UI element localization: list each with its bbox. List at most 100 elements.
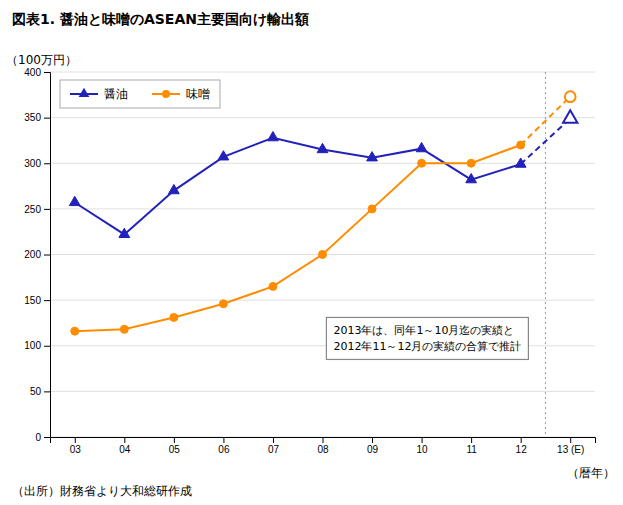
y-tick-label: 250 bbox=[24, 204, 41, 215]
x-tick: 11 bbox=[466, 437, 477, 455]
point bbox=[71, 327, 79, 335]
point bbox=[467, 159, 475, 167]
y-tick: 50 bbox=[30, 386, 50, 397]
x-tick-label: 10 bbox=[417, 444, 429, 455]
x-tick: 10 bbox=[417, 437, 429, 455]
x-tick: 13 (E) bbox=[557, 437, 584, 455]
x-tick-mark bbox=[223, 437, 224, 443]
y-tick-mark bbox=[44, 255, 50, 256]
y-tick-label: 0 bbox=[35, 432, 41, 443]
y-tick-mark bbox=[44, 209, 50, 210]
y-tick: 150 bbox=[24, 295, 50, 306]
x-axis-title: （暦年） bbox=[567, 466, 615, 480]
x-tick-mark bbox=[471, 437, 472, 443]
y-tick-mark bbox=[44, 346, 50, 347]
grid bbox=[50, 72, 595, 437]
y-tick-label: 50 bbox=[30, 386, 42, 397]
y-tick: 0 bbox=[35, 432, 50, 443]
grid-line bbox=[50, 300, 595, 301]
x-tick-mark bbox=[570, 437, 571, 443]
point bbox=[319, 251, 327, 259]
y-axis-line bbox=[44, 73, 51, 438]
x-tick-label: 09 bbox=[367, 444, 379, 455]
legend-swatch-marker bbox=[162, 90, 170, 98]
grid-line bbox=[50, 117, 595, 118]
plot: 0 50 100 150 200 250 300 350 400 03 04 05 06 07 08 09 10… bbox=[24, 67, 595, 455]
y-tick-mark bbox=[44, 163, 50, 164]
point-estimate bbox=[563, 110, 577, 122]
point bbox=[219, 300, 227, 308]
point bbox=[466, 173, 477, 182]
point bbox=[170, 313, 178, 321]
y-tick-mark bbox=[44, 437, 50, 438]
x-tick-label: 07 bbox=[268, 444, 280, 455]
y-tick-label: 150 bbox=[24, 295, 41, 306]
point bbox=[416, 142, 427, 151]
point-estimate bbox=[565, 91, 576, 102]
y-tick: 250 bbox=[24, 204, 50, 215]
x-tick: 04 bbox=[119, 437, 131, 455]
point bbox=[168, 184, 179, 193]
x-tick-label: 03 bbox=[70, 444, 82, 455]
point bbox=[515, 158, 526, 167]
y-tick: 400 bbox=[24, 67, 50, 78]
x-tick-mark bbox=[273, 437, 274, 443]
grid-line bbox=[50, 391, 595, 392]
y-tick-mark bbox=[44, 300, 50, 301]
source: （出所）財務省より大和総研作成 bbox=[12, 484, 192, 498]
annotation: 2013年は、同年1～10月迄の実績と2012年11～12月の実績の合算で推計 bbox=[326, 317, 528, 359]
y-axis-title: （100万円） bbox=[6, 53, 77, 67]
x-tick-mark bbox=[323, 437, 324, 443]
point bbox=[367, 152, 378, 161]
x-tick-label: 06 bbox=[218, 444, 230, 455]
legend-label: 醤油 bbox=[104, 87, 128, 101]
x-tick-mark bbox=[124, 437, 125, 443]
y-axis: 0 50 100 150 200 250 300 350 400 bbox=[24, 67, 50, 443]
chart: 図表1. 醤油と味噌のASEAN主要国向け輸出額0501001502002503… bbox=[0, 0, 623, 505]
series-line bbox=[75, 145, 521, 331]
y-tick-label: 300 bbox=[24, 158, 41, 169]
x-tick-label: 11 bbox=[466, 444, 477, 455]
x-tick: 09 bbox=[367, 437, 379, 455]
point bbox=[269, 282, 277, 290]
y-tick: 200 bbox=[24, 249, 50, 260]
estimate-divider bbox=[545, 72, 546, 437]
legend-entry: 味噌 bbox=[152, 87, 210, 101]
x-tick-label: 04 bbox=[119, 444, 131, 455]
y-tick: 300 bbox=[24, 158, 50, 169]
y-tick-mark bbox=[44, 391, 50, 392]
point bbox=[418, 159, 426, 167]
point bbox=[368, 205, 376, 213]
x-axis: 03 04 05 06 07 08 09 10 11 12 13 (E) bbox=[51, 437, 596, 455]
x-tick-label: 05 bbox=[169, 444, 181, 455]
annotation-text: 2013年は、同年1～10月迄の実績と bbox=[333, 324, 514, 337]
grid-line bbox=[50, 163, 595, 164]
point bbox=[119, 228, 130, 237]
grid-line bbox=[50, 208, 595, 209]
legend-box bbox=[60, 80, 220, 108]
point bbox=[120, 325, 128, 333]
title: 図表1. 醤油と味噌のASEAN主要国向け輸出額 bbox=[12, 11, 309, 27]
y-tick: 100 bbox=[24, 340, 50, 351]
grid-line bbox=[50, 72, 595, 73]
legend-swatch-marker bbox=[79, 88, 90, 97]
point bbox=[517, 141, 525, 149]
point bbox=[218, 151, 229, 160]
y-tick-label: 100 bbox=[24, 340, 41, 351]
x-axis-line bbox=[51, 438, 596, 444]
y-tick-label: 200 bbox=[24, 249, 41, 260]
x-tick-label: 12 bbox=[516, 444, 528, 455]
x-tick: 12 bbox=[516, 437, 528, 455]
series-line-estimate bbox=[521, 119, 571, 165]
x-tick: 07 bbox=[268, 437, 280, 455]
legend-entry: 醤油 bbox=[70, 87, 128, 101]
y-tick-mark bbox=[44, 118, 50, 119]
x-tick-label: 08 bbox=[317, 444, 329, 455]
y-tick: 350 bbox=[24, 112, 50, 123]
point bbox=[268, 131, 279, 140]
x-tick: 05 bbox=[169, 437, 181, 455]
x-tick: 03 bbox=[70, 437, 82, 455]
x-tick-mark bbox=[422, 437, 423, 443]
x-tick: 08 bbox=[317, 437, 329, 455]
series-line bbox=[75, 138, 521, 235]
